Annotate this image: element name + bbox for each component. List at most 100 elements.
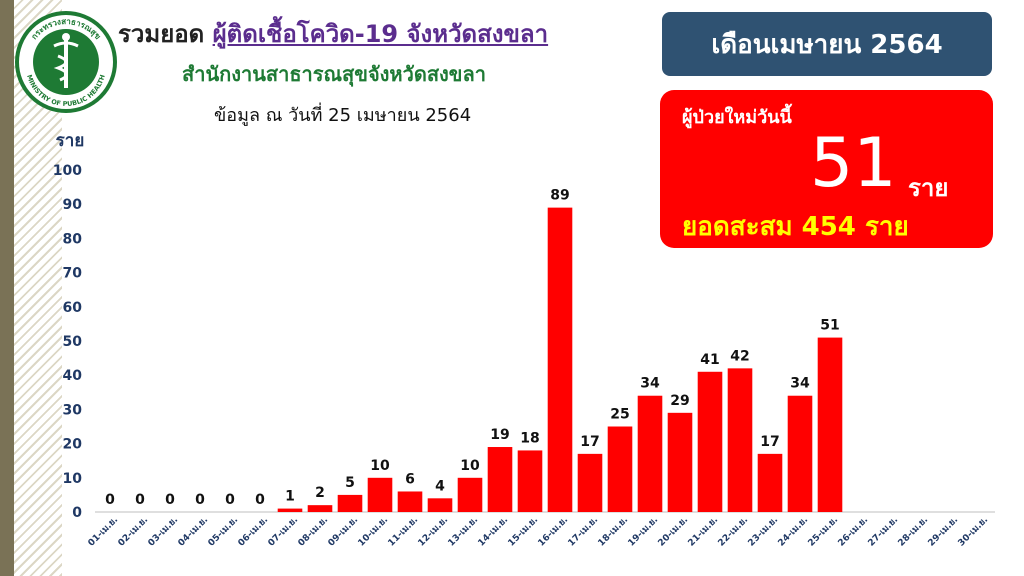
page-title: รวมยอด ผู้ติดเชื้อโควิด-19 จังหวัดสงขลา	[118, 14, 548, 53]
bar-value-label: 4	[435, 478, 445, 494]
page-subtitle: สำนักงานสาธารณสุขจังหวัดสงขลา	[182, 62, 486, 86]
bar	[397, 491, 423, 512]
x-tick-label: 13-เม.ย.	[447, 515, 481, 549]
bar	[697, 371, 723, 512]
new-cases-unit: ราย	[908, 174, 949, 202]
bar-value-label: 0	[165, 492, 175, 508]
bar	[637, 395, 663, 512]
bar-value-label: 10	[370, 458, 390, 474]
bar	[727, 368, 753, 512]
moph-logo: กระทรวงสาธารณสุข MINISTRY OF PUBLIC HEAL…	[15, 11, 117, 113]
x-tick-label: 16-เม.ย.	[537, 515, 571, 549]
title-prefix: รวมยอด	[118, 20, 205, 48]
x-tick-label: 06-เม.ย.	[237, 515, 271, 549]
bar-value-label: 6	[405, 471, 415, 487]
month-label: เดือนเมษายน 2564	[711, 29, 943, 60]
bar-value-label: 41	[700, 352, 719, 368]
title-highlight: ผู้ติดเชื้อโควิด-19 จังหวัดสงขลา	[212, 20, 549, 48]
bar	[277, 508, 303, 512]
bar-value-label: 0	[255, 492, 265, 508]
x-tick-label: 09-เม.ย.	[327, 515, 361, 549]
y-tick-label: 80	[63, 231, 83, 247]
x-tick-label: 20-เม.ย.	[657, 515, 691, 549]
y-tick-label: 20	[63, 437, 83, 453]
bar-value-label: 0	[225, 492, 235, 508]
y-axis-label: ราย	[56, 131, 85, 151]
bar	[367, 477, 393, 512]
x-tick-label: 30-เม.ย.	[957, 515, 991, 549]
decorative-sidebar	[0, 0, 14, 576]
x-tick-label: 26-เม.ย.	[837, 515, 871, 549]
x-tick-label: 22-เม.ย.	[717, 515, 751, 549]
bar-value-label: 19	[490, 427, 509, 443]
bar	[517, 450, 543, 512]
y-tick-label: 60	[63, 300, 83, 316]
bar-value-label: 5	[345, 475, 355, 491]
bar-value-label: 34	[640, 376, 660, 392]
bar	[427, 498, 453, 512]
bar	[667, 412, 693, 512]
bar-value-label: 51	[820, 318, 839, 334]
x-tick-label: 28-เม.ย.	[897, 515, 931, 549]
bar	[787, 395, 813, 512]
x-tick-label: 25-เม.ย.	[807, 515, 841, 549]
bar-value-label: 0	[105, 492, 115, 508]
y-tick-label: 70	[63, 266, 83, 282]
bar-value-label: 0	[135, 492, 145, 508]
x-tick-label: 02-เม.ย.	[117, 515, 151, 549]
bar	[487, 447, 513, 512]
bar	[457, 477, 483, 512]
bar	[817, 337, 843, 512]
bar	[307, 505, 333, 512]
bar-value-label: 89	[550, 188, 569, 204]
y-tick-label: 0	[72, 505, 82, 521]
x-tick-label: 18-เม.ย.	[597, 515, 631, 549]
y-tick-label: 10	[63, 471, 83, 487]
y-tick-label: 100	[53, 163, 82, 179]
x-tick-label: 03-เม.ย.	[147, 515, 181, 549]
x-tick-label: 19-เม.ย.	[627, 515, 661, 549]
x-tick-label: 05-เม.ย.	[207, 515, 241, 549]
month-badge: เดือนเมษายน 2564	[662, 12, 992, 76]
today-summary-box: ผู้ป่วยใหม่วันนี้ 51 ราย ยอดสะสม 454 ราย	[660, 90, 993, 248]
x-tick-label: 11-เม.ย.	[387, 515, 421, 549]
bar	[547, 207, 573, 512]
y-tick-label: 90	[63, 197, 83, 213]
y-tick-label: 30	[63, 402, 83, 418]
bar-value-label: 42	[730, 348, 749, 364]
x-tick-label: 17-เม.ย.	[567, 515, 601, 549]
x-tick-label: 01-เม.ย.	[87, 515, 121, 549]
bar-value-label: 10	[460, 458, 480, 474]
bar-value-label: 34	[790, 376, 810, 392]
y-tick-label: 50	[63, 334, 83, 350]
x-tick-label: 29-เม.ย.	[927, 515, 961, 549]
new-cases-value: 51	[810, 124, 897, 203]
bar-value-label: 2	[315, 485, 325, 501]
bar	[337, 494, 363, 512]
cumulative-total: ยอดสะสม 454 ราย	[682, 212, 909, 242]
x-tick-label: 15-เม.ย.	[507, 515, 541, 549]
bar-value-label: 1	[285, 489, 295, 505]
bar-value-label: 18	[520, 430, 539, 446]
new-cases-label: ผู้ป่วยใหม่วันนี้	[682, 107, 792, 128]
bar-value-label: 17	[580, 434, 599, 450]
x-tick-label: 08-เม.ย.	[297, 515, 331, 549]
x-tick-label: 12-เม.ย.	[417, 515, 451, 549]
bar	[577, 453, 603, 512]
y-tick-label: 40	[63, 368, 83, 384]
bar-value-label: 29	[670, 393, 689, 409]
x-tick-label: 14-เม.ย.	[477, 515, 511, 549]
x-tick-label: 23-เม.ย.	[747, 515, 781, 549]
x-tick-label: 04-เม.ย.	[177, 515, 211, 549]
bar-value-label: 25	[610, 407, 629, 423]
bar	[757, 453, 783, 512]
x-tick-label: 10-เม.ย.	[357, 515, 391, 549]
x-tick-label: 24-เม.ย.	[777, 515, 811, 549]
bar-value-label: 0	[195, 492, 205, 508]
bar-value-label: 17	[760, 434, 779, 450]
x-tick-label: 27-เม.ย.	[867, 515, 901, 549]
data-date: ข้อมูล ณ วันที่ 25 เมษายน 2564	[214, 105, 472, 126]
x-tick-label: 07-เม.ย.	[267, 515, 301, 549]
bar	[607, 426, 633, 512]
